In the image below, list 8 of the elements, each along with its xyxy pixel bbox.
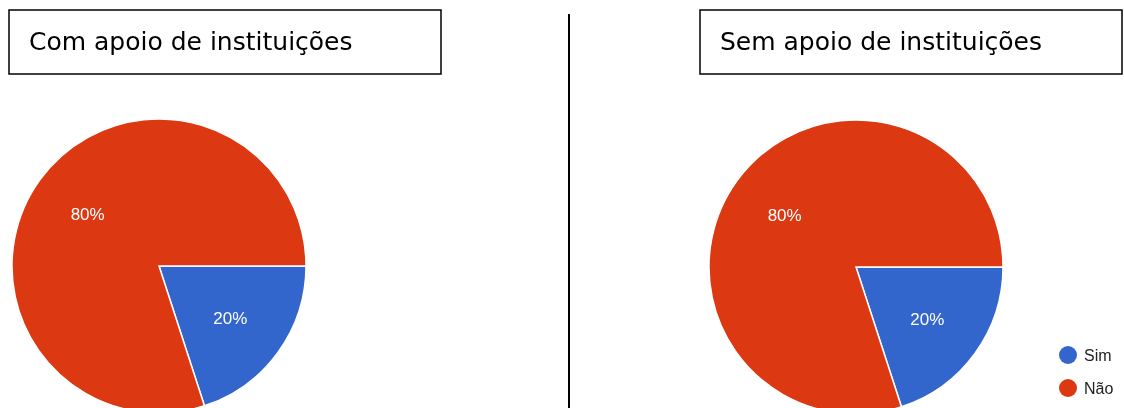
legend-label: Sim xyxy=(1084,346,1112,364)
data-label: 20% xyxy=(910,309,945,329)
legend-label: Não xyxy=(1084,379,1114,397)
data-label: 80% xyxy=(70,205,105,225)
data-label: 80% xyxy=(767,206,802,226)
data-label: 20% xyxy=(213,308,248,328)
chart-title: Sem apoio de instituições xyxy=(720,27,1043,56)
chart-title: Com apoio de instituições xyxy=(29,27,353,56)
